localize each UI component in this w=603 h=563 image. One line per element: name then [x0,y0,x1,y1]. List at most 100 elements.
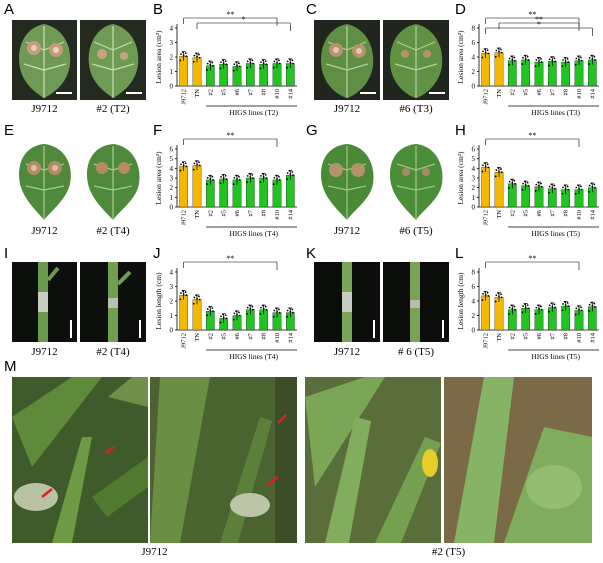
data-point-f [286,178,288,181]
data-point-l [534,312,537,315]
data-point-l [540,308,543,311]
x-tick-label-f: #10 [274,210,281,220]
data-point-b [272,66,275,69]
data-point-h [588,190,590,193]
data-point-h [564,184,566,187]
data-point-f [275,174,278,177]
data-point-d [551,59,554,62]
data-point-h [594,186,596,189]
x-tick-label-f: TN [194,210,201,219]
data-point-b [264,60,267,63]
stem-photo-k-higs [383,262,449,342]
data-point-h [578,187,580,190]
data-point-l [562,303,564,305]
chart-f: 0 1 23 4 56 Lesion area (cm²) J9712 TN #2 #5 #6 #7 #… [154,131,297,238]
x-tick-label-f: #6 [234,209,241,216]
data-point-f [246,175,249,177]
data-point-d [574,63,577,66]
data-point-j [286,309,289,312]
y-axis-label-j: Lesion length (cm) [154,272,163,330]
data-point-l [526,304,529,307]
data-point-j [238,314,241,317]
data-point-f [289,173,292,175]
data-point-b [262,59,264,61]
data-point-d [566,58,569,60]
data-point-h [498,170,500,173]
data-point-h [514,182,516,185]
data-point-d [482,50,484,53]
data-point-l [487,295,490,297]
data-point-l [551,305,554,308]
data-point-b [248,58,251,61]
caption-c-left: J9712 [333,103,361,115]
x-tick-label-f: #2 [207,210,214,217]
data-point-d [511,58,514,61]
significance-mark-b: ** [226,10,234,19]
caption-k-left: J9712 [333,346,361,358]
data-point-l [497,292,500,295]
data-point-l [482,292,484,295]
x-tick-label-h: #14 [589,209,596,220]
data-point-j [222,313,224,316]
leaf-photo-a-higs [80,20,146,100]
data-point-d [524,54,526,57]
data-point-b [286,66,288,69]
data-point-l [511,307,514,310]
significance-mark-d: * [537,20,541,29]
panel-label-h: H [455,122,466,139]
data-point-h [564,187,567,190]
data-point-j [278,308,280,311]
data-point-b [249,61,252,64]
data-point-d [564,56,566,59]
leaf-photo-c-control [314,20,380,100]
x-tick-label-l: TN [496,333,503,342]
field-photo-m-higs-1 [305,377,441,543]
data-point-l [538,307,540,310]
y-tick-label-h: 4 [472,165,476,173]
data-point-j [276,310,278,313]
data-point-b [273,60,276,63]
data-point-h [593,183,596,186]
y-axis-label-d: Lesion area (cm²) [456,30,465,84]
data-point-f [232,183,235,186]
data-point-b [292,62,294,65]
data-point-h [524,180,526,183]
y-tick-label-l: 8 [472,269,476,277]
data-point-b [275,58,278,61]
data-point-h [527,184,530,187]
y-tick-label-f: 5 [170,155,174,163]
x-tick-label-j: #14 [287,332,294,343]
data-point-l [540,305,542,308]
group-label-b: HIGS lines (T2) [229,108,278,117]
data-point-d [487,52,490,55]
data-point-l [500,293,502,296]
data-point-h [580,185,582,188]
field-photo-m-control-1 [12,377,148,543]
data-point-l [484,290,486,293]
x-tick-label-j: #7 [247,332,254,339]
data-point-f [286,172,289,174]
panel-label-d: D [455,1,466,18]
data-point-f [262,176,265,178]
x-tick-label-d: #2 [509,89,516,96]
group-label-j: HIGS lines (T4) [229,352,278,361]
data-point-h [511,181,514,184]
data-point-b [180,53,182,56]
data-point-b [222,62,225,65]
data-point-h [575,186,578,189]
y-tick-label-f: 6 [170,146,174,154]
data-point-b [220,61,222,64]
data-point-f [259,181,262,184]
data-point-b [259,67,262,70]
bar-f [179,166,188,208]
x-tick-label-h: #7 [549,209,556,216]
y-axis-label-l: Lesion length (cm) [456,272,465,330]
data-point-d [524,57,527,60]
data-point-h [508,187,510,189]
data-point-b [233,63,236,66]
data-point-f [249,176,252,178]
data-point-l [578,308,580,311]
x-tick-label-b: #8 [261,89,268,96]
data-point-f [222,173,224,176]
data-point-f [236,177,238,180]
